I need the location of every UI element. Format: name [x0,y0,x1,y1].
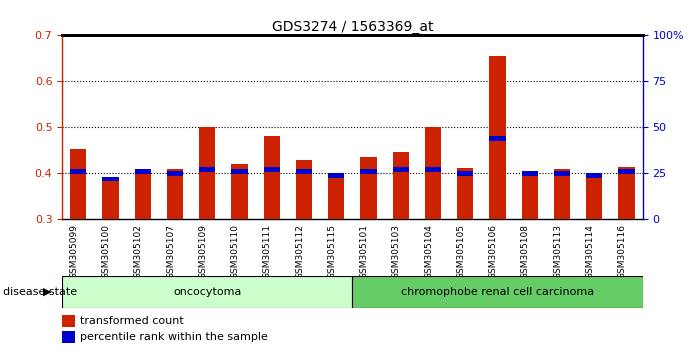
Bar [102,177,119,181]
Text: GSM305113: GSM305113 [553,224,562,279]
Bar [586,173,603,178]
Text: GSM305104: GSM305104 [424,224,433,279]
Bar [231,164,247,354]
Text: oncocytoma: oncocytoma [173,287,241,297]
Bar [392,152,409,354]
Text: GSM305112: GSM305112 [295,224,304,279]
Bar [264,136,280,354]
Text: GSM305115: GSM305115 [328,224,337,279]
Bar [392,167,409,172]
Bar [361,157,377,354]
Bar [70,149,86,354]
Text: GSM305100: GSM305100 [102,224,111,279]
Bar [328,173,344,178]
Text: GSM305101: GSM305101 [359,224,368,279]
Bar [489,136,506,141]
Text: GSM305110: GSM305110 [231,224,240,279]
Bar [618,169,634,174]
Bar [135,172,151,354]
Bar [70,169,86,174]
Text: chromophobe renal cell carcinoma: chromophobe renal cell carcinoma [401,287,594,297]
Bar [457,171,473,176]
Text: GSM305114: GSM305114 [585,224,594,279]
Text: GSM305107: GSM305107 [166,224,175,279]
Text: GSM305106: GSM305106 [489,224,498,279]
Text: GSM305109: GSM305109 [198,224,207,279]
Bar [62,276,352,308]
Bar [167,171,183,176]
Bar [586,178,603,354]
Text: GSM305102: GSM305102 [134,224,143,279]
Bar [199,167,216,172]
Text: GSM305099: GSM305099 [69,224,78,279]
Bar [618,166,634,354]
Bar [135,169,151,174]
Bar [62,331,75,343]
Bar [102,177,119,354]
Bar [489,56,506,354]
Bar [264,167,280,172]
Title: GDS3274 / 1563369_at: GDS3274 / 1563369_at [272,21,433,34]
Text: GSM305116: GSM305116 [618,224,627,279]
Bar [199,127,216,354]
Bar [231,169,247,174]
Bar [352,276,643,308]
Text: GSM305108: GSM305108 [521,224,530,279]
Bar [296,169,312,174]
Text: GSM305103: GSM305103 [392,224,401,279]
Bar [328,176,344,354]
Bar [457,168,473,354]
Bar [425,167,441,172]
Bar [522,172,538,354]
Bar [554,169,570,354]
Bar [167,169,183,354]
Text: GSM305111: GSM305111 [263,224,272,279]
Text: GSM305105: GSM305105 [456,224,465,279]
Text: transformed count: transformed count [80,316,184,326]
Bar [522,171,538,176]
Text: ▶: ▶ [44,287,52,297]
Bar [296,160,312,354]
Text: disease state: disease state [3,287,77,297]
Text: percentile rank within the sample: percentile rank within the sample [80,332,268,342]
Bar [361,169,377,174]
Bar [425,127,441,354]
Bar [554,171,570,176]
Bar [62,315,75,327]
